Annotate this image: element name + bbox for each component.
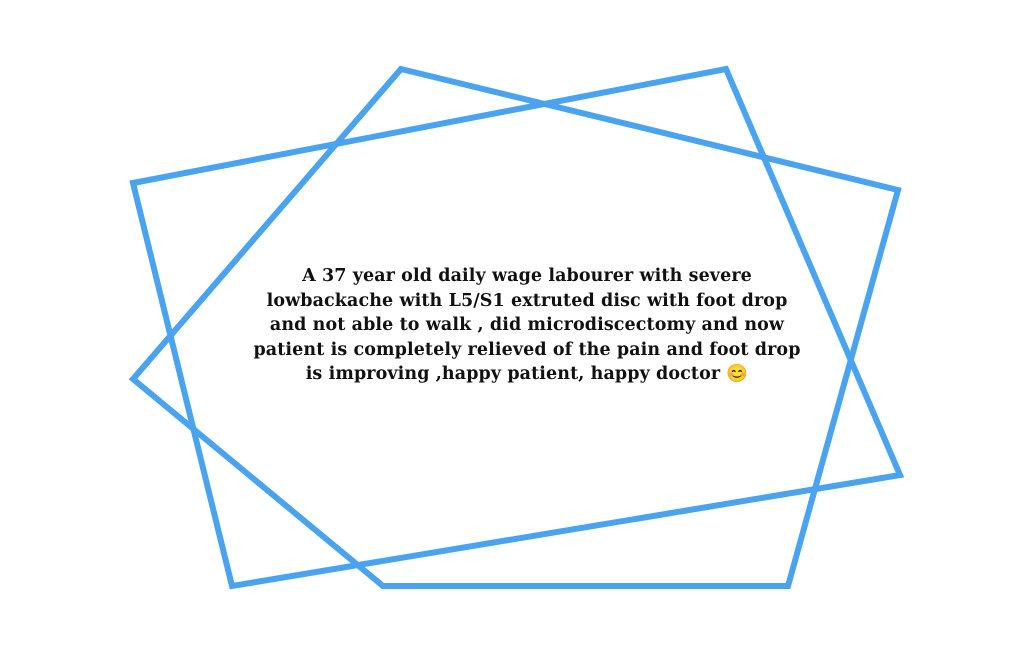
frame-quad-wide <box>129 65 905 590</box>
frame-quad-tilted <box>128 65 902 589</box>
testimonial-text: A 37 year old daily wage labourer with s… <box>253 266 801 384</box>
